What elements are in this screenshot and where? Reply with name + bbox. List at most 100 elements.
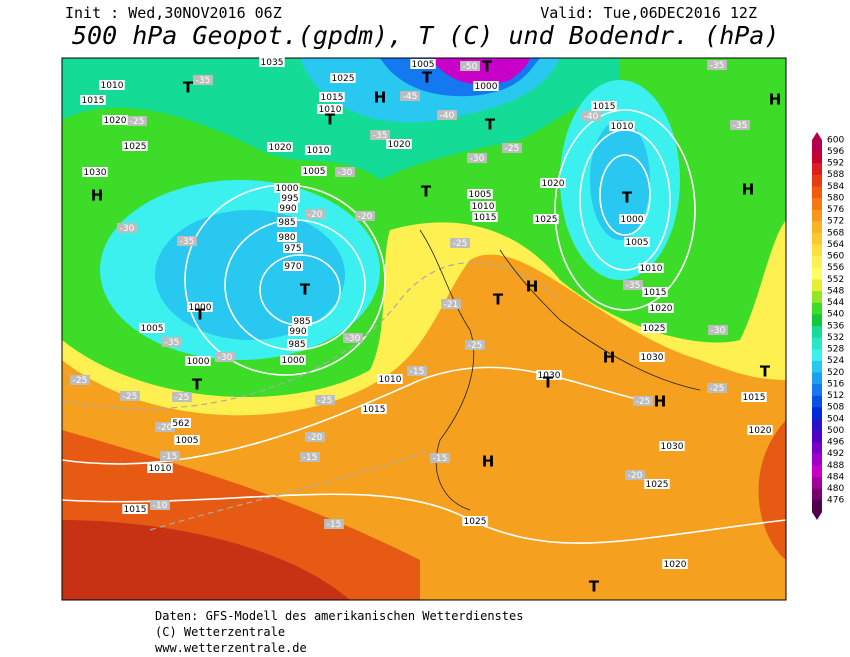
temperature-label-box (300, 452, 320, 462)
temperature-label-box (707, 60, 727, 70)
pressure-center: H (526, 278, 539, 296)
map (62, 58, 786, 600)
isobar-label-box (462, 516, 488, 526)
colorbar-cell (812, 256, 822, 269)
valid-time: Valid: Tue,06DEC2016 12Z (540, 4, 757, 22)
isobar-label: 1010 (149, 464, 172, 474)
temperature-label-box (708, 325, 728, 335)
isobar-label-box (147, 463, 173, 473)
colorbar-label: 572 (827, 217, 844, 227)
isobar-label: 1020 (650, 304, 673, 314)
temperature-label-box (305, 432, 325, 442)
isobar-label-box (609, 121, 635, 131)
isobar-label-box (102, 115, 128, 125)
pressure-center: T (622, 189, 633, 207)
isobar-label-box (619, 214, 645, 224)
isobar-label-box (473, 81, 499, 91)
colorbar-label: 492 (827, 449, 844, 459)
colorbar-cell (812, 244, 822, 257)
isobar-label-box (470, 201, 496, 211)
isobar-label-box (319, 92, 345, 102)
isobar-label-box (533, 214, 559, 224)
temperature-label: -25 (505, 144, 520, 154)
temperature-label: -25 (130, 117, 145, 127)
temperature-label-box (343, 333, 363, 343)
isobar-label-box (301, 166, 327, 176)
temperature-label-box (177, 236, 197, 246)
pressure-center: T (192, 376, 203, 394)
isobar-label: 1020 (269, 143, 292, 153)
isobar-label: 1025 (464, 517, 487, 527)
pressure-center: T (482, 58, 493, 76)
colorbar-cell (812, 465, 822, 478)
temperature-label-box (623, 280, 643, 290)
isobar-label-box (377, 374, 403, 384)
colorbar-cell (812, 337, 822, 350)
temperature-label: -45 (403, 92, 418, 102)
pressure-center: T (300, 281, 311, 299)
temperature-label-box (441, 299, 461, 309)
colorbar-label: 484 (827, 472, 844, 482)
isobar-label-box (638, 263, 664, 273)
temperature-label-box (467, 153, 487, 163)
isobar-label: 985 (293, 317, 310, 327)
temperature-label: -15 (410, 367, 425, 377)
colorbar-cell (812, 174, 822, 187)
colorbar-cell (812, 233, 822, 245)
isobar-label: 970 (284, 262, 301, 272)
temperature-label: -25 (318, 396, 333, 406)
pressure-center: T (589, 578, 600, 596)
isobar-label: 1005 (176, 436, 199, 446)
isobar-label: 1010 (472, 202, 495, 212)
temperature-label-box (355, 211, 375, 221)
colorbar-label: 524 (827, 356, 844, 366)
temperature-label: -35 (733, 121, 748, 131)
isobar-label-box (644, 479, 670, 489)
colorbar-cell (812, 267, 822, 280)
colorbar-cell (812, 349, 822, 362)
isobar-label: 1025 (646, 480, 669, 490)
temperature-label: -25 (636, 397, 651, 407)
pressure-center: T (485, 116, 496, 134)
isobar-label-box (386, 139, 412, 149)
temperature-label-box (625, 470, 645, 480)
temperature-label: -25 (710, 384, 725, 394)
colorbar-cell (812, 151, 822, 164)
colorbar-cell (812, 140, 822, 152)
colorbar-cell (812, 407, 822, 420)
isobar-label-box (122, 141, 148, 151)
colorbar-cell (812, 198, 822, 211)
colorbar-label: 596 (827, 147, 844, 157)
isobar-label: 1015 (124, 505, 147, 515)
colorbar-label: 580 (827, 193, 844, 203)
isobar-label-box (185, 356, 211, 366)
colorbar-label: 516 (827, 379, 844, 389)
colorbar-cell (812, 291, 822, 304)
temperature-label: -35 (373, 131, 388, 141)
pressure-center: H (374, 89, 387, 107)
isobar-label: 1005 (626, 238, 649, 248)
temperature-label: -20 (358, 212, 373, 222)
temperature-label-box (407, 366, 427, 376)
footer-source: Daten: GFS-Modell des amerikanischen Wet… (155, 609, 523, 623)
isobar-label: 1030 (641, 353, 664, 363)
temperature-label-box (120, 391, 140, 401)
colorbar-label: 584 (827, 182, 844, 192)
isobar-label: 1025 (643, 324, 666, 334)
colorbar-cell (812, 453, 822, 466)
temperature-label-box (70, 375, 90, 385)
isobar-label: 1010 (611, 122, 634, 132)
isobar-label: 1005 (303, 167, 326, 177)
temperature-label: -20 (628, 471, 643, 481)
isobar-label-box (139, 323, 165, 333)
colorbar-label: 544 (827, 298, 844, 308)
isobar-label: 995 (281, 194, 298, 204)
isobar-label: 1005 (412, 60, 435, 70)
colorbar-top-arrow (812, 132, 822, 140)
temperature-label-box (193, 75, 213, 85)
isobar-label-box (641, 323, 667, 333)
pressure-center: T (422, 69, 433, 87)
colorbar-label: 564 (827, 240, 844, 250)
isobar-label: 980 (278, 233, 295, 243)
isobar-label-box (591, 101, 617, 111)
